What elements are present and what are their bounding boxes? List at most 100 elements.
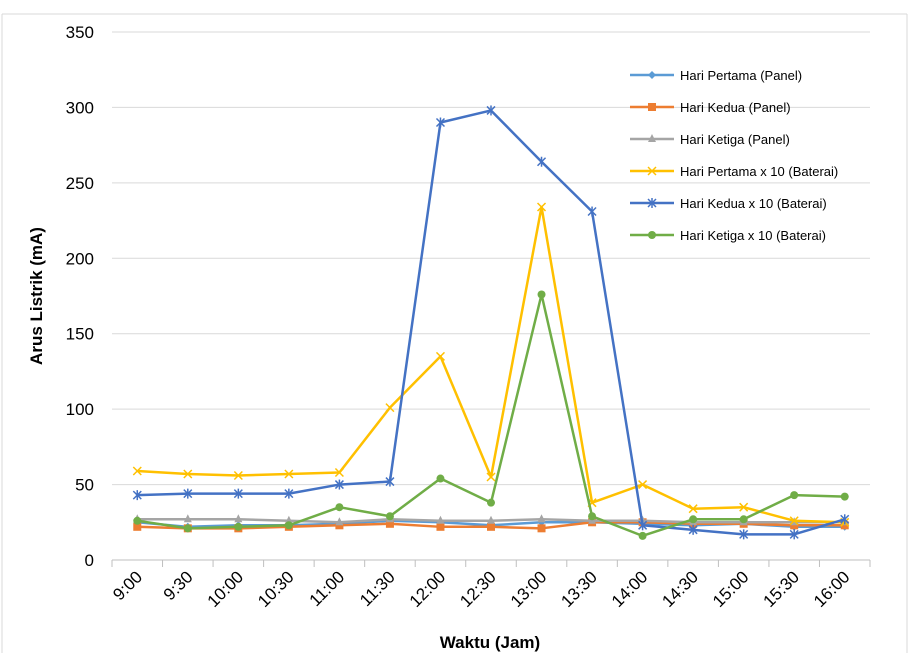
legend-label: Hari Pertama (Panel) <box>680 68 802 83</box>
x-axis-title: Waktu (Jam) <box>440 633 540 652</box>
x-tick-label: 9:30 <box>160 567 197 604</box>
legend-item: Hari Ketiga x 10 (Baterai) <box>630 228 826 243</box>
data-point <box>335 517 344 526</box>
data-point <box>587 206 597 217</box>
data-point <box>385 476 395 487</box>
data-point-stroke <box>132 466 142 476</box>
data-point <box>537 290 546 299</box>
x-tick-label: 15:00 <box>709 567 753 611</box>
y-tick-label: 350 <box>66 23 94 42</box>
data-point-stroke <box>688 504 698 514</box>
x-tick-label: 13:00 <box>507 567 551 611</box>
y-tick-label: 150 <box>66 325 94 344</box>
data-point <box>132 490 142 501</box>
data-point <box>789 529 799 540</box>
data-point <box>647 198 657 208</box>
data-point <box>132 466 142 476</box>
data-point <box>840 492 849 501</box>
data-point <box>789 516 799 526</box>
data-point-stroke <box>537 202 547 212</box>
data-point <box>486 105 496 116</box>
data-point <box>648 231 656 239</box>
data-point-stroke <box>435 351 445 361</box>
data-point-stroke <box>638 480 648 490</box>
data-point-stroke <box>233 470 243 481</box>
x-tick-label: 10:00 <box>204 567 248 611</box>
legend-item: Hari Pertama x 10 (Baterai) <box>630 164 838 179</box>
legend-label: Hari Kedua (Panel) <box>680 100 791 115</box>
x-tick-label: 12:00 <box>406 567 450 611</box>
data-point <box>233 488 243 499</box>
data-point <box>790 491 799 500</box>
data-point <box>537 156 547 167</box>
data-point <box>638 480 648 490</box>
data-point <box>688 504 698 514</box>
legend-label: Hari Pertama x 10 (Baterai) <box>680 164 838 179</box>
y-tick-label: 100 <box>66 400 94 419</box>
series-group <box>132 105 850 540</box>
legend-label: Hari Ketiga x 10 (Baterai) <box>680 228 826 243</box>
data-point <box>739 529 749 540</box>
y-tick-label: 250 <box>66 174 94 193</box>
data-point <box>739 502 749 512</box>
data-point <box>537 524 546 533</box>
legend-item: Hari Ketiga (Panel) <box>630 132 790 147</box>
data-point <box>638 531 647 540</box>
data-point <box>284 469 294 479</box>
data-point-stroke <box>183 469 193 479</box>
data-point <box>487 522 495 531</box>
data-point <box>436 522 445 531</box>
data-point <box>790 521 799 530</box>
data-point <box>385 519 394 528</box>
x-tick-label: 14:30 <box>658 567 702 611</box>
data-point <box>647 166 657 176</box>
series-6 <box>133 290 849 540</box>
data-point <box>234 522 243 531</box>
data-point <box>183 469 193 479</box>
data-point-stroke <box>647 166 657 176</box>
data-point <box>133 522 142 531</box>
data-point-stroke <box>486 472 496 482</box>
series-4 <box>132 202 850 527</box>
data-point <box>385 403 395 413</box>
data-point <box>183 488 193 499</box>
data-point <box>688 524 698 535</box>
series-line <box>137 205 845 524</box>
data-point-stroke <box>334 467 344 478</box>
legend-item: Hari Pertama (Panel) <box>630 68 802 83</box>
data-point <box>487 498 495 507</box>
data-point <box>588 512 597 521</box>
data-point <box>537 514 546 523</box>
x-tick-label: 11:00 <box>306 567 349 610</box>
data-point <box>334 467 344 478</box>
y-tick-label: 0 <box>85 551 94 570</box>
data-point <box>689 515 698 524</box>
data-point <box>133 516 142 525</box>
x-tick-label: 15:30 <box>760 567 804 611</box>
data-point <box>385 512 394 521</box>
data-point <box>284 521 293 530</box>
y-axis-title: Arus Listrik (mA) <box>27 227 46 365</box>
data-point <box>334 479 344 490</box>
y-tick-label: 300 <box>66 98 94 117</box>
data-point <box>487 515 495 524</box>
data-point <box>537 202 547 212</box>
series-5 <box>132 105 850 540</box>
data-point <box>840 514 850 525</box>
x-tick-label: 16:00 <box>810 567 854 611</box>
data-point <box>638 520 648 531</box>
legend-label: Hari Kedua x 10 (Baterai) <box>680 196 827 211</box>
data-point <box>648 134 656 142</box>
data-point <box>486 472 496 482</box>
data-point <box>284 515 293 524</box>
x-tick-label: 11:30 <box>356 567 399 610</box>
data-point <box>648 103 656 111</box>
x-tick-label: 9:00 <box>109 567 146 604</box>
legend: Hari Pertama (Panel) Hari Kedua (Panel) Ha… <box>630 68 838 243</box>
legend-item: Hari Kedua (Panel) <box>630 100 791 115</box>
data-point <box>234 514 243 523</box>
legend-item: Hari Kedua x 10 (Baterai) <box>630 196 827 211</box>
data-point-stroke <box>739 502 749 512</box>
data-point <box>183 514 192 523</box>
data-point <box>840 521 849 530</box>
